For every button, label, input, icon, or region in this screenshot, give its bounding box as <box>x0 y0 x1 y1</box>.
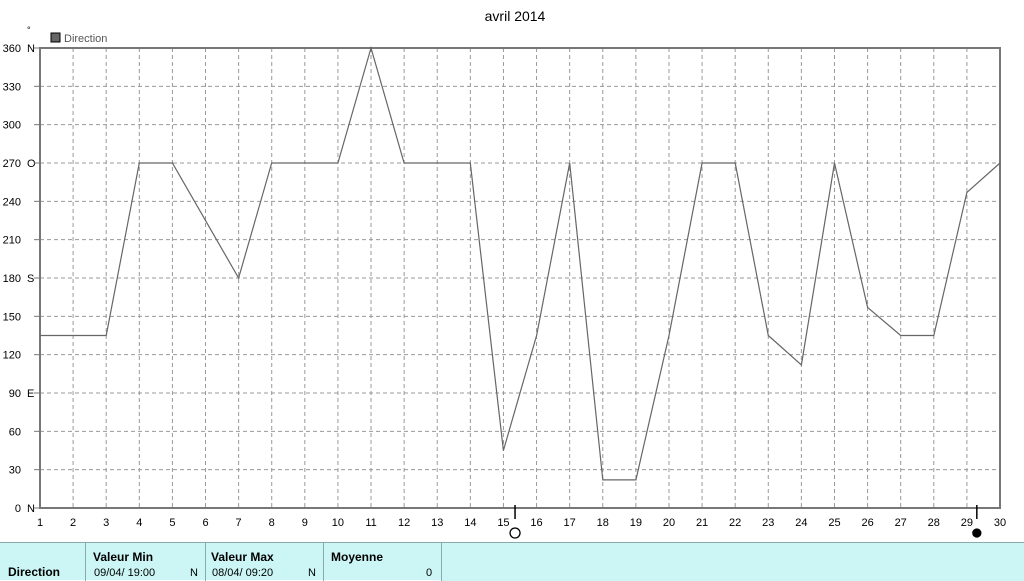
moon-markers <box>509 505 982 539</box>
x-tick-label: 24 <box>795 517 807 529</box>
y-tick-label: 60 <box>9 426 21 438</box>
series-layer <box>40 45 1001 481</box>
summary-row-label: Direction <box>8 565 61 579</box>
x-tick-label: 8 <box>269 517 275 529</box>
y-tick-label: 300 <box>3 120 21 132</box>
y-tick-cardinal: N <box>27 503 35 515</box>
max-time: 08/04/ 09:20 <box>212 567 274 579</box>
x-tick-label: 17 <box>564 517 576 529</box>
y-tick-label: 210 <box>3 235 21 247</box>
y-tick-label: 180 <box>3 273 21 285</box>
x-tick-label: 15 <box>497 517 509 529</box>
direction-series-line <box>40 45 1001 481</box>
y-tick-cardinal: N <box>27 43 35 55</box>
legend: Direction <box>50 32 107 45</box>
new-moon-icon <box>509 527 521 539</box>
x-tick-label: 2 <box>70 517 76 529</box>
x-tick-label: 10 <box>332 517 344 529</box>
x-tick-label: 29 <box>961 517 973 529</box>
y-tick-label: 240 <box>3 196 21 208</box>
y-tick-cardinal: S <box>27 273 34 285</box>
x-tick-label: 7 <box>236 517 242 529</box>
summary-min-cell: Valeur Min 09/04/ 19:00 N <box>86 543 206 581</box>
x-tick-label: 22 <box>729 517 741 529</box>
x-tick-label: 20 <box>663 517 675 529</box>
summary-footer: Direction Valeur Min 09/04/ 19:00 N Vale… <box>0 542 1024 581</box>
x-tick-label: 12 <box>398 517 410 529</box>
x-tick-label: 11 <box>365 517 376 529</box>
summary-max-cell: Valeur Max 08/04/ 09:20 N <box>206 543 324 581</box>
max-header: Valeur Max <box>211 550 274 564</box>
y-tick-label: 30 <box>9 465 21 477</box>
x-tick-label: 19 <box>630 517 642 529</box>
summary-empty-area <box>442 543 1024 581</box>
y-tick-label: 0 <box>15 503 21 515</box>
y-tick-label: 90 <box>9 388 21 400</box>
avg-value: 0 <box>426 567 433 579</box>
y-tick-label: 330 <box>3 81 21 93</box>
y-tick-label: 150 <box>3 311 21 323</box>
avg-header: Moyenne <box>331 550 384 564</box>
min-time: 09/04/ 19:00 <box>94 567 156 579</box>
y-tick-cardinal: O <box>27 158 36 170</box>
x-tick-label: 25 <box>828 517 840 529</box>
y-tick-label: 360 <box>3 43 21 55</box>
grid <box>40 48 1000 508</box>
full-moon-icon <box>972 528 982 538</box>
min-header: Valeur Min <box>93 550 154 564</box>
x-tick-label: 14 <box>464 517 476 529</box>
x-tick-label: 4 <box>136 517 142 529</box>
x-tick-label: 16 <box>530 517 542 529</box>
x-tick-label: 28 <box>928 517 940 529</box>
summary-avg-cell: Moyenne 0 <box>324 543 442 581</box>
x-tick-label: 23 <box>762 517 774 529</box>
x-tick-label: 3 <box>103 517 109 529</box>
x-tick-label: 30 <box>994 517 1006 529</box>
min-direction: N <box>190 567 198 579</box>
legend-label: Direction <box>64 33 107 45</box>
y-axis-unit-label: ° <box>27 25 31 35</box>
y-tick-label: 270 <box>3 158 21 170</box>
max-direction: N <box>308 567 316 579</box>
chart-title: avril 2014 <box>485 8 546 24</box>
summary-row-label-cell: Direction <box>0 543 86 581</box>
x-tick-label: 18 <box>597 517 609 529</box>
x-tick-label: 9 <box>302 517 308 529</box>
x-tick-label: 1 <box>37 517 43 529</box>
x-tick-label: 13 <box>431 517 443 529</box>
x-tick-label: 5 <box>169 517 175 529</box>
x-tick-label: 27 <box>895 517 907 529</box>
x-tick-label: 26 <box>861 517 873 529</box>
y-tick-label: 120 <box>3 350 21 362</box>
x-axis: 1 2 3 4 5 6 7 8 9 10 11 12 13 14 15 16 17 18 19 20 21 22 23 24 2… <box>37 517 1006 529</box>
x-tick-label: 21 <box>696 517 708 529</box>
legend-swatch <box>50 32 61 43</box>
x-tick-label: 6 <box>202 517 208 529</box>
y-tick-cardinal: E <box>27 388 34 400</box>
